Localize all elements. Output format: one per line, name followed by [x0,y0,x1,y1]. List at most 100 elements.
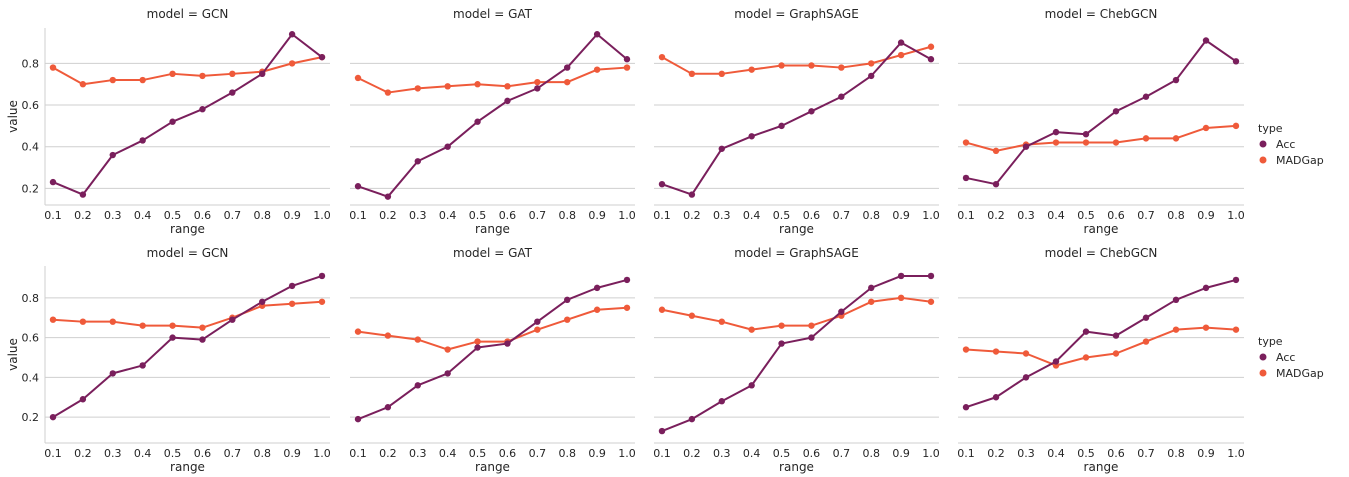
x-tick-label: 0.8 [1167,447,1185,460]
x-axis-label: range [779,460,814,474]
x-tick-label: 0.9 [588,209,606,222]
data-point-acc [1052,358,1060,365]
x-tick-label: 0.1 [44,447,62,460]
data-point-acc [79,191,87,198]
data-point-madgap [1172,326,1180,333]
legend-marker-acc [1259,353,1267,361]
data-point-madgap [688,312,696,319]
x-tick-label: 0.4 [439,209,457,222]
series-line-madgap [965,124,1237,152]
panel-title: model = GAT [453,7,533,21]
data-point-madgap [1112,139,1120,146]
x-tick-label: 0.8 [253,447,271,460]
x-tick-label: 0.6 [803,447,821,460]
x-tick-label: 0.3 [104,447,122,460]
data-point-acc [79,396,87,403]
x-tick-label: 0.6 [803,209,821,222]
data-point-acc [593,31,601,38]
y-tick-label: 0.4 [22,141,40,154]
x-axis-label: range [1084,222,1119,236]
data-point-madgap [564,316,571,323]
x-tick-label: 0.5 [469,447,487,460]
y-tick-label: 0.2 [22,411,40,424]
data-point-madgap [534,78,541,86]
data-point-madgap [927,43,935,50]
data-point-madgap [623,64,631,71]
x-tick-label: 1.0 [922,209,940,222]
data-point-madgap [1082,139,1090,146]
x-tick-label: 1.0 [313,209,331,222]
data-point-madgap [962,346,970,353]
y-tick-label: 0.8 [22,57,40,70]
x-tick-label: 0.2 [683,447,701,460]
series-line-acc [357,33,628,198]
data-point-acc [658,427,666,435]
legend-label: Acc [1276,138,1295,151]
y-tick-label: 0.6 [22,332,40,345]
data-point-madgap [927,298,935,305]
data-point-madgap [658,306,666,313]
x-tick-label: 0.3 [713,209,731,222]
x-tick-label: 0.7 [833,447,851,460]
x-axis-label: range [170,460,205,474]
x-tick-label: 0.8 [558,209,576,222]
series-line-madgap [661,45,932,75]
panel-r2-c2: model = GAT 0.1 0.2 0.3 0.4 0.5 0.6 0.7 0.8 0.9 1.… [349,246,636,474]
data-point-acc [748,133,755,140]
x-tick-label: 0.7 [1137,209,1155,222]
legend-marker-madgap [1259,369,1267,377]
data-point-madgap [897,294,905,302]
x-tick-label: 0.4 [439,447,457,460]
data-point-acc [1202,37,1210,44]
data-point-madgap [79,318,87,325]
data-point-madgap [384,332,392,339]
data-point-acc [623,276,631,284]
x-tick-label: 0.9 [1197,447,1215,460]
panel-title: model = GCN [147,246,229,260]
x-tick-label: 0.8 [862,447,880,460]
series-line-acc [357,278,628,421]
legend-label: MADGap [1276,367,1324,380]
x-tick-label: 0.7 [1137,447,1155,460]
data-point-acc [259,70,266,78]
data-point-madgap [838,64,845,71]
panel-r1-c3: model = GraphSAGE 0.1 0.2 0.3 0.4 0.5 0.6 0.7 0.… [653,7,940,236]
data-point-acc [199,106,206,113]
data-point-acc [1142,93,1150,100]
x-tick-label: 0.3 [1017,209,1035,222]
data-point-acc [1112,332,1120,339]
data-point-madgap [199,324,206,331]
data-point-acc [927,56,935,63]
data-point-acc [444,370,451,377]
panel-r1-c2: model = GAT 0.1 0.2 0.3 0.4 0.5 0.6 0.7 0.8 0.9 1.… [349,7,636,236]
data-point-madgap [139,322,146,329]
data-point-madgap [504,83,511,90]
data-point-acc [504,97,511,105]
x-tick-label: 0.7 [529,447,547,460]
x-tick-label: 0.1 [44,209,62,222]
x-axis-label: range [475,222,510,236]
x-tick-label: 0.6 [194,447,212,460]
y-axis-label: value [6,338,20,371]
x-tick-label: 0.1 [957,209,975,222]
data-point-madgap [1142,338,1150,345]
data-point-acc [748,382,755,389]
data-point-acc [897,39,905,46]
data-point-madgap [718,70,725,78]
data-point-madgap [1202,124,1210,132]
data-point-acc [808,108,815,115]
data-point-acc [139,137,146,144]
x-tick-label: 0.7 [529,209,547,222]
x-tick-label: 0.2 [683,209,701,222]
y-tick-label: 0.8 [22,292,40,305]
data-point-acc [1112,108,1120,115]
data-point-acc [658,180,666,188]
data-point-madgap [318,298,326,305]
data-point-acc [534,85,541,92]
data-point-madgap [868,298,875,305]
data-point-madgap [962,139,970,146]
data-point-acc [169,118,176,125]
y-tick-label: 0.2 [22,182,40,195]
x-tick-label: 0.9 [588,447,606,460]
x-tick-label: 0.5 [164,209,182,222]
